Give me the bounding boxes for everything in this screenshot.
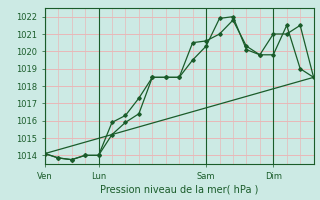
X-axis label: Pression niveau de la mer( hPa ): Pression niveau de la mer( hPa )	[100, 185, 258, 195]
